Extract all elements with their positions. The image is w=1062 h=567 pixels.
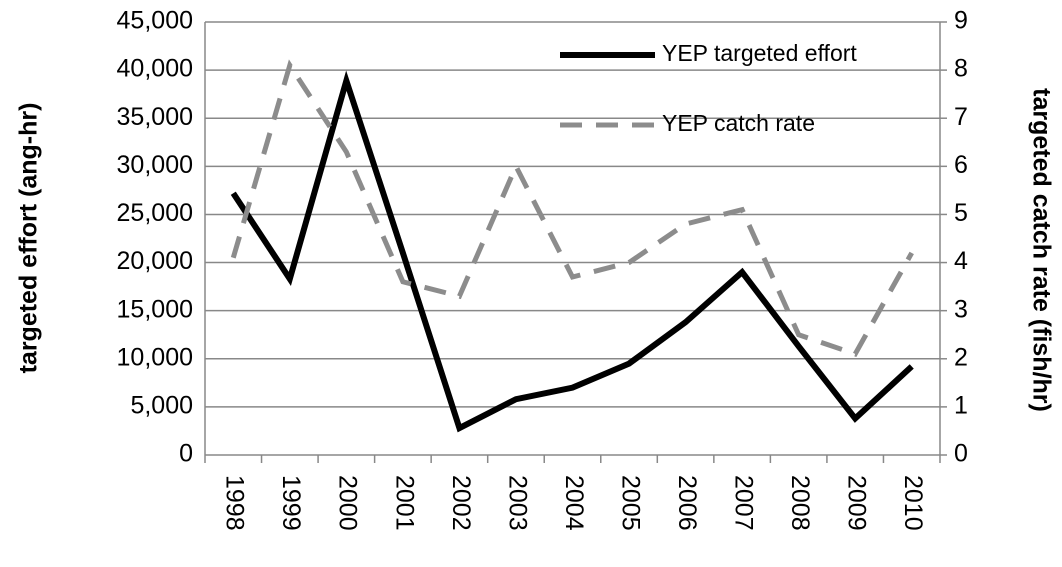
y2-tick-label: 3 (954, 295, 968, 323)
y2-tick-label: 8 (954, 55, 968, 83)
y-tick-label: 25,000 (117, 199, 193, 227)
y-tick-label: 0 (179, 440, 193, 468)
y-tick-label: 5,000 (130, 391, 193, 419)
y2-tick-label: 9 (954, 7, 968, 35)
x-tick-label: 2010 (899, 475, 927, 531)
x-tick-label: 2003 (503, 475, 531, 531)
x-tick-label: 2006 (673, 475, 701, 531)
y-axis-title: targeted effort (ang-hr) (15, 103, 43, 374)
y-tick-label: 30,000 (117, 151, 193, 179)
y2-tick-label: 6 (954, 151, 968, 179)
x-tick-label: 2001 (390, 475, 418, 531)
y2-axis-title: targeted catch rate (fish/hr) (1027, 88, 1055, 412)
y2-tick-label: 5 (954, 199, 968, 227)
y-tick-label: 15,000 (117, 295, 193, 323)
x-tick-label: 2005 (616, 475, 644, 531)
x-tick-label: 2004 (560, 475, 588, 531)
x-tick-label: 2002 (447, 475, 475, 531)
x-tick-label: 1999 (277, 475, 305, 531)
y-tick-label: 20,000 (117, 247, 193, 275)
y-tick-label: 35,000 (117, 103, 193, 131)
x-tick-label: 2000 (334, 475, 362, 531)
y2-tick-label: 0 (954, 440, 968, 468)
legend-label: YEP catch rate (662, 110, 815, 136)
y2-tick-label: 1 (954, 391, 968, 419)
y-tick-label: 45,000 (117, 7, 193, 35)
y2-tick-label: 7 (954, 103, 968, 131)
legend-label: YEP targeted effort (662, 40, 857, 66)
x-tick-label: 2007 (730, 475, 758, 531)
y2-tick-label: 2 (954, 343, 968, 371)
y-tick-label: 40,000 (117, 55, 193, 83)
series-line (230, 70, 914, 433)
series-line (230, 59, 914, 358)
y2-tick-label: 4 (954, 247, 968, 275)
x-tick-label: 2008 (786, 475, 814, 531)
y-tick-label: 10,000 (117, 343, 193, 371)
x-tick-label: 2009 (843, 475, 871, 531)
x-tick-label: 1998 (221, 475, 249, 531)
